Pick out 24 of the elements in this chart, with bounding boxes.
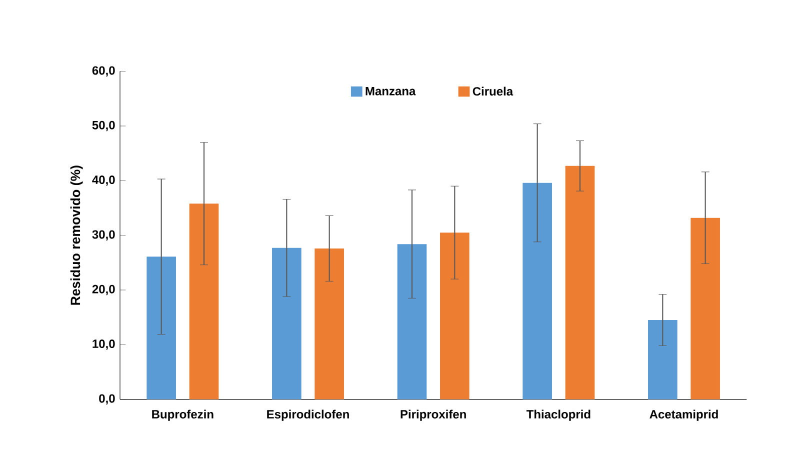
bar — [272, 248, 302, 400]
bar — [189, 204, 219, 400]
y-tick-label: 30,0 — [92, 230, 115, 240]
bar — [314, 248, 344, 400]
bar — [522, 182, 552, 400]
legend-label: Manzana — [366, 86, 416, 96]
y-tick-label: 40,0 — [92, 176, 115, 186]
x-tick-label: Piriproxifen — [400, 410, 466, 421]
y-tick-label: 10,0 — [92, 340, 115, 350]
x-tick-label: Acetamiprid — [650, 410, 718, 421]
y-tick-label: 0,0 — [99, 394, 115, 404]
bar — [648, 320, 678, 400]
bar — [690, 218, 720, 400]
bar — [440, 232, 470, 400]
y-tick-label: 60,0 — [92, 66, 115, 76]
y-axis-title: Residuo removido (%) — [70, 166, 83, 305]
y-tick-label: 20,0 — [92, 284, 115, 296]
x-tick-label: Thiacloprid — [526, 410, 590, 421]
legend-label: Ciruela — [472, 86, 514, 96]
bar — [565, 166, 595, 400]
x-tick-label: Buprofezin — [152, 410, 214, 421]
x-tick-label: Espirodiclofen — [267, 410, 349, 421]
y-tick-label: 50,0 — [92, 120, 115, 132]
bar — [397, 244, 427, 400]
